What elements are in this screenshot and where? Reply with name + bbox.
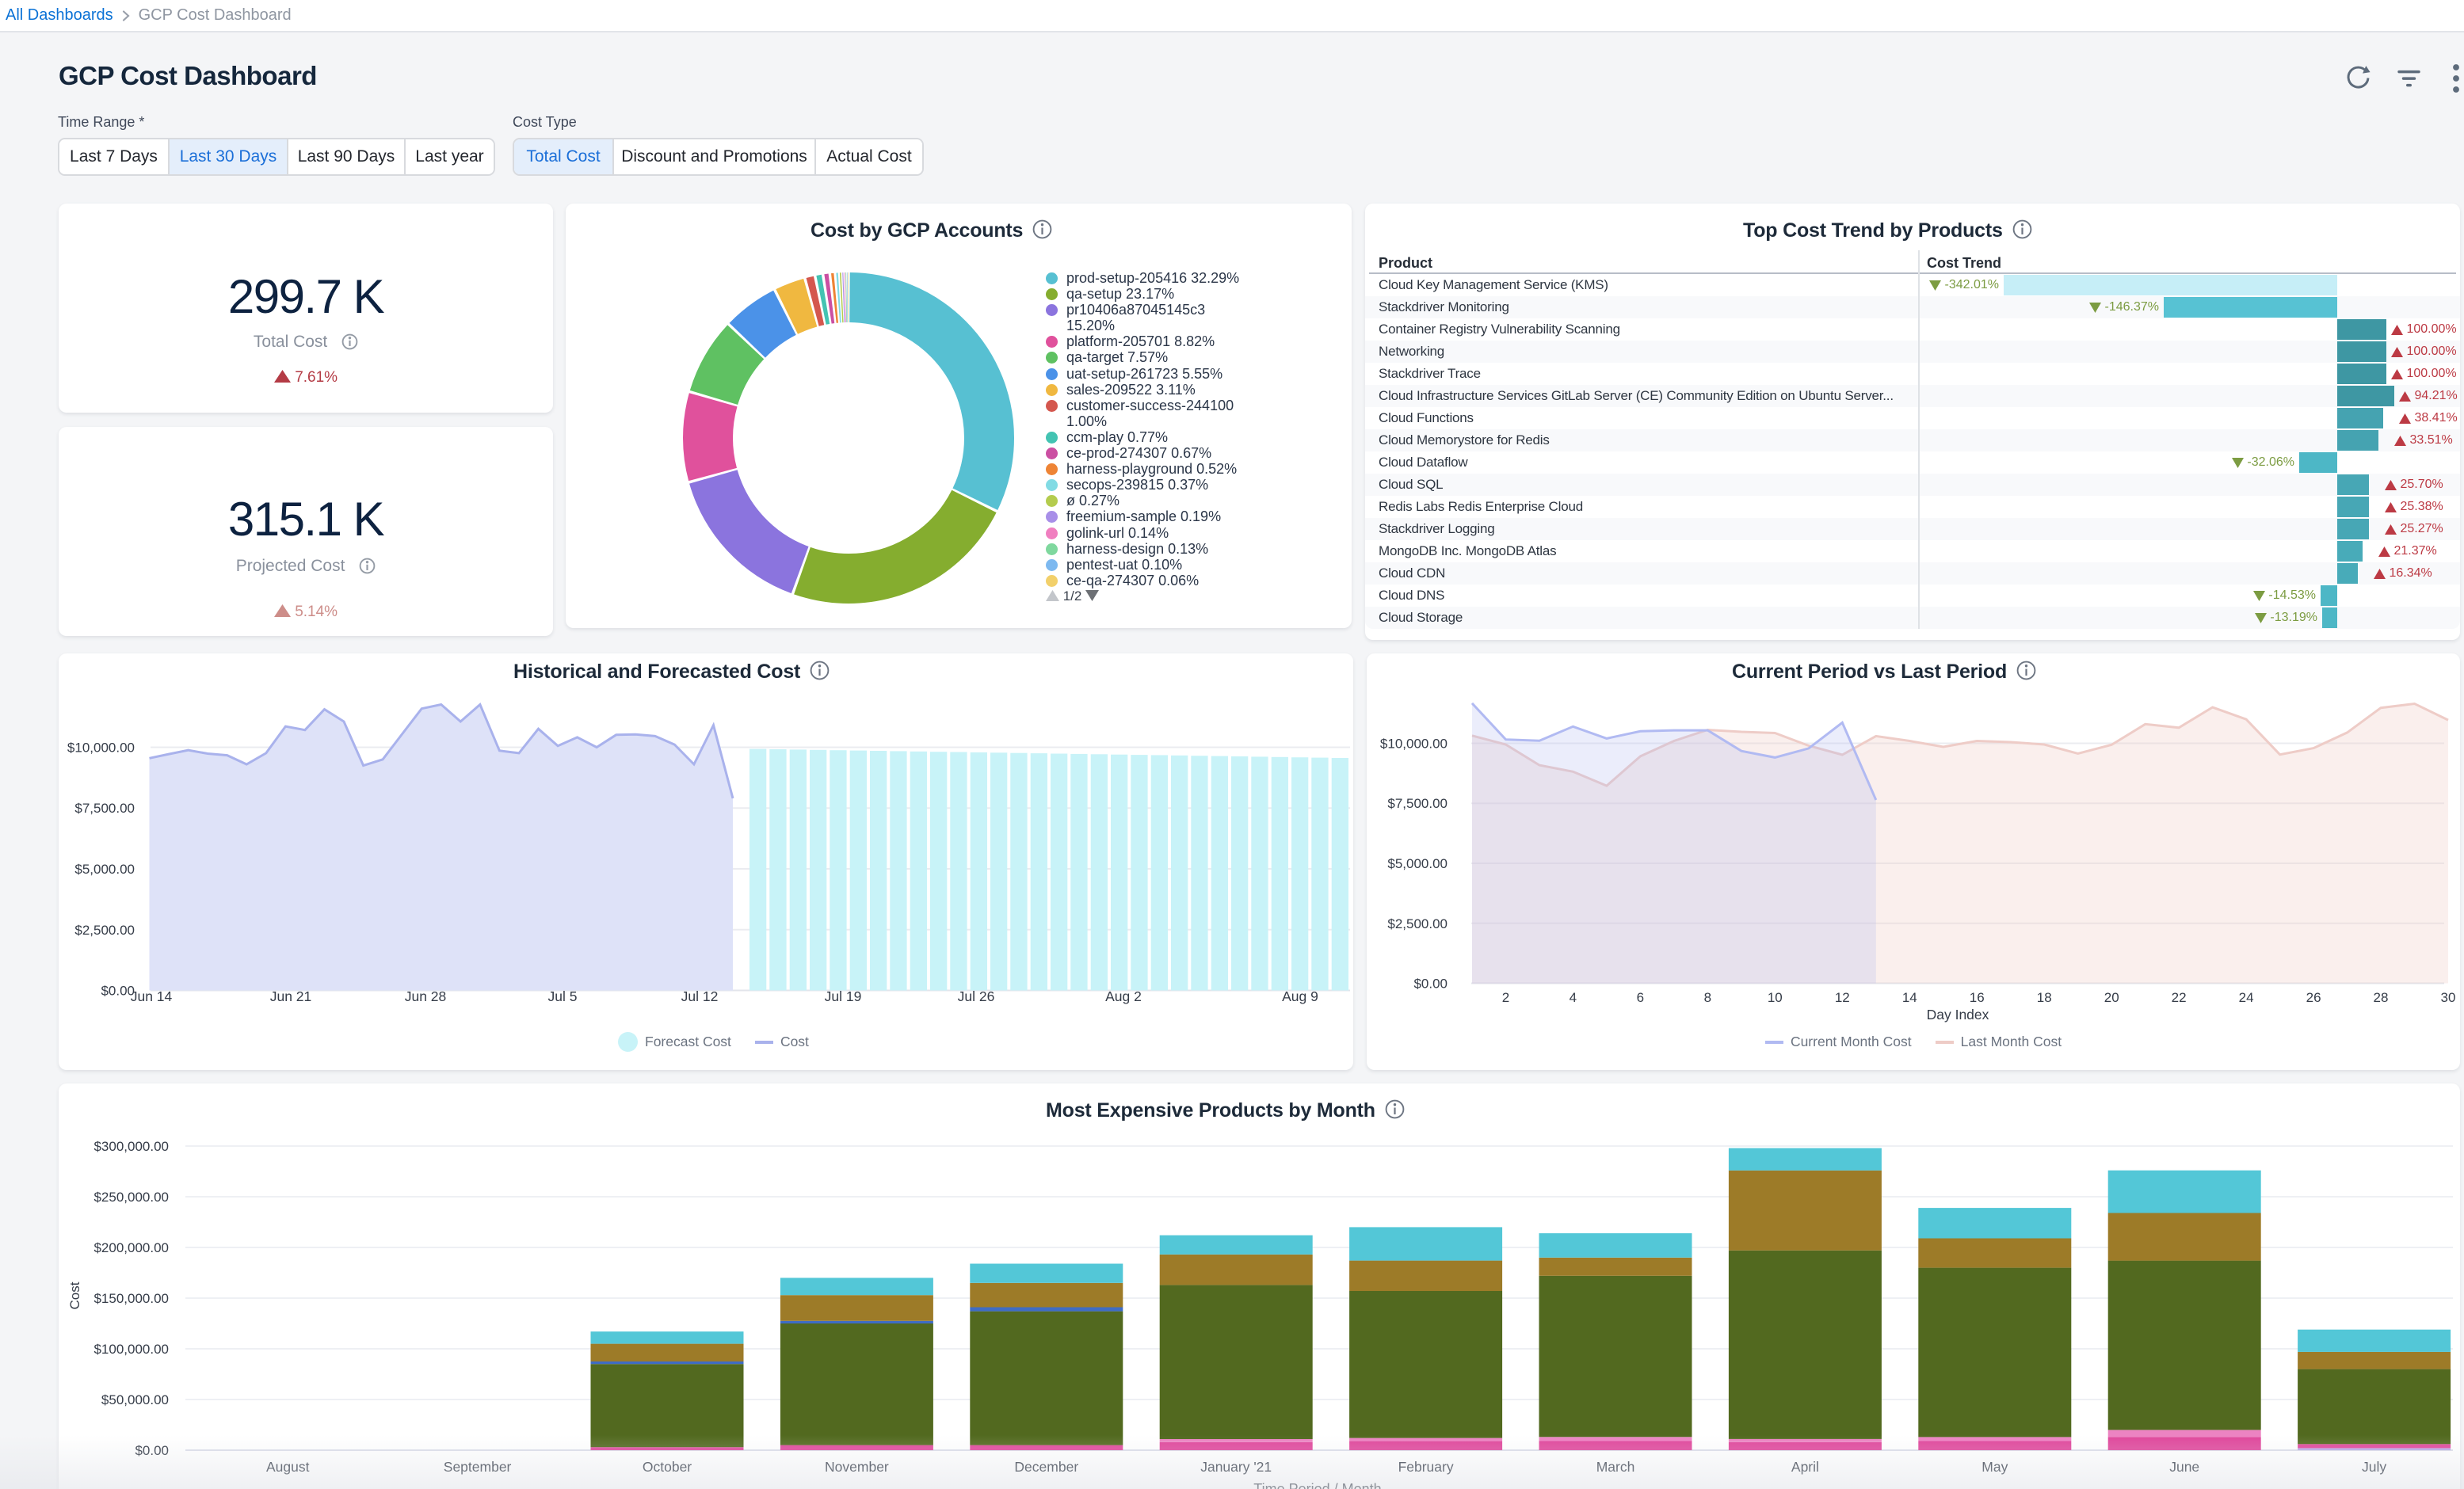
svg-text:Jun 14: Jun 14 xyxy=(131,988,173,1004)
svg-text:Jul 19: Jul 19 xyxy=(825,988,862,1004)
svg-text:March: March xyxy=(1596,1459,1635,1475)
svg-text:April: April xyxy=(1791,1459,1819,1475)
svg-text:Day Index: Day Index xyxy=(1927,1007,1989,1022)
svg-text:May: May xyxy=(1981,1459,2008,1475)
svg-text:16: 16 xyxy=(1970,990,1985,1005)
svg-text:2: 2 xyxy=(1502,990,1509,1005)
svg-text:Jun 21: Jun 21 xyxy=(270,988,312,1004)
svg-text:$150,000.00: $150,000.00 xyxy=(93,1291,169,1306)
svg-text:Jul 12: Jul 12 xyxy=(681,988,719,1004)
svg-text:August: August xyxy=(266,1459,310,1475)
svg-text:$2,500.00: $2,500.00 xyxy=(1387,916,1448,931)
svg-text:June: June xyxy=(2169,1459,2199,1475)
svg-text:Aug 2: Aug 2 xyxy=(1105,988,1142,1004)
svg-text:$5,000.00: $5,000.00 xyxy=(74,862,135,877)
svg-text:$50,000.00: $50,000.00 xyxy=(101,1392,169,1407)
svg-text:20: 20 xyxy=(2104,990,2119,1005)
svg-text:January '21: January '21 xyxy=(1200,1459,1272,1475)
svg-text:6: 6 xyxy=(1637,990,1644,1005)
svg-text:$0.00: $0.00 xyxy=(101,984,135,999)
svg-text:Time Period / Month: Time Period / Month xyxy=(1253,1481,1381,1489)
svg-text:10: 10 xyxy=(1768,990,1783,1005)
svg-text:26: 26 xyxy=(2306,990,2321,1005)
svg-text:September: September xyxy=(444,1459,512,1475)
svg-text:$10,000.00: $10,000.00 xyxy=(1380,737,1448,752)
svg-text:8: 8 xyxy=(1704,990,1711,1005)
svg-text:$0.00: $0.00 xyxy=(135,1443,169,1458)
svg-text:October: October xyxy=(643,1459,692,1475)
svg-text:$300,000.00: $300,000.00 xyxy=(93,1139,169,1154)
svg-text:28: 28 xyxy=(2374,990,2389,1005)
svg-text:12: 12 xyxy=(1835,990,1850,1005)
svg-text:$2,500.00: $2,500.00 xyxy=(74,923,135,938)
svg-text:$7,500.00: $7,500.00 xyxy=(1387,796,1448,811)
svg-text:Jul 26: Jul 26 xyxy=(958,988,995,1004)
svg-text:$10,000.00: $10,000.00 xyxy=(67,741,135,756)
svg-text:$0.00: $0.00 xyxy=(1413,977,1448,992)
svg-text:Jul 5: Jul 5 xyxy=(548,988,578,1004)
svg-text:24: 24 xyxy=(2239,990,2254,1005)
svg-text:February: February xyxy=(1398,1459,1454,1475)
svg-text:$5,000.00: $5,000.00 xyxy=(1387,856,1448,871)
svg-text:$200,000.00: $200,000.00 xyxy=(93,1240,169,1255)
svg-text:$250,000.00: $250,000.00 xyxy=(93,1190,169,1205)
svg-text:November: November xyxy=(825,1459,889,1475)
svg-text:22: 22 xyxy=(2172,990,2187,1005)
svg-text:4: 4 xyxy=(1570,990,1577,1005)
svg-text:Jun 28: Jun 28 xyxy=(405,988,447,1004)
svg-text:Cost: Cost xyxy=(67,1281,82,1309)
svg-text:$7,500.00: $7,500.00 xyxy=(74,801,135,816)
svg-text:July: July xyxy=(2362,1459,2386,1475)
svg-text:14: 14 xyxy=(1902,990,1917,1005)
svg-text:Aug 9: Aug 9 xyxy=(1282,988,1318,1004)
svg-text:$100,000.00: $100,000.00 xyxy=(93,1342,169,1357)
svg-text:December: December xyxy=(1014,1459,1078,1475)
svg-text:18: 18 xyxy=(2037,990,2052,1005)
svg-text:30: 30 xyxy=(2441,990,2456,1005)
